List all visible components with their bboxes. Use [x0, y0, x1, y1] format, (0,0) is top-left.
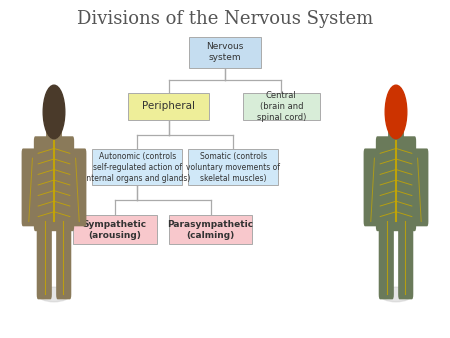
FancyBboxPatch shape: [189, 37, 261, 68]
FancyBboxPatch shape: [128, 93, 209, 120]
FancyBboxPatch shape: [188, 149, 278, 185]
FancyBboxPatch shape: [243, 93, 320, 120]
Text: Parasympathetic
(calming): Parasympathetic (calming): [167, 220, 254, 240]
FancyBboxPatch shape: [92, 149, 183, 185]
Text: Nervous
system: Nervous system: [206, 42, 244, 63]
Text: Divisions of the Nervous System: Divisions of the Nervous System: [77, 9, 373, 28]
FancyBboxPatch shape: [169, 215, 252, 244]
Text: Peripheral: Peripheral: [142, 101, 195, 112]
FancyBboxPatch shape: [73, 215, 157, 244]
Text: Autonomic (controls
self-regulated action of
internal organs and glands): Autonomic (controls self-regulated actio…: [84, 152, 190, 183]
Text: Somatic (controls
voluntary movements of
skeletal muscles): Somatic (controls voluntary movements of…: [186, 152, 280, 183]
Text: Sympathetic
(arousing): Sympathetic (arousing): [83, 220, 147, 240]
Text: Central
(brain and
spinal cord): Central (brain and spinal cord): [256, 91, 306, 122]
